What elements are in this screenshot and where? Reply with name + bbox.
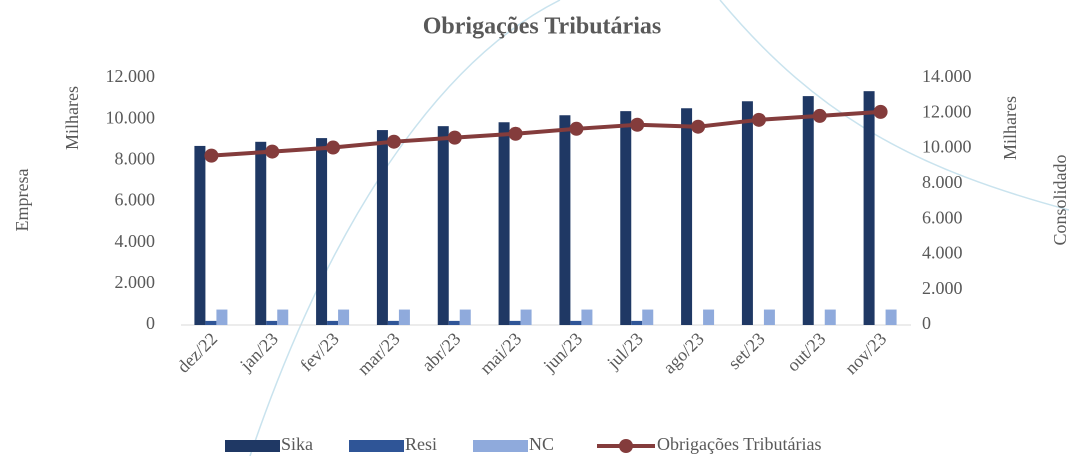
line-marker [386,134,401,149]
x-tick-label: mar/23 [353,329,403,379]
y-tick-label: 2.000 [115,272,156,292]
y2-tick-label: 10.000 [922,137,972,157]
decoration [249,0,561,456]
bar [509,320,521,325]
y-axis-unit: Milhares [62,86,82,150]
bar [620,111,632,326]
y2-tick-label: 8.000 [922,172,963,192]
x-tick-label: ago/23 [659,329,708,378]
line-marker [569,121,584,136]
y2-axis-unit: Milhares [1000,96,1020,160]
bar [885,309,897,325]
line-marker [508,126,523,141]
bar [205,320,217,325]
bar [581,309,593,325]
line-marker [265,144,280,159]
bar [520,309,532,325]
bar [802,96,814,325]
line-marker [691,119,706,134]
bar [631,320,643,325]
bar [681,108,693,325]
bar [570,320,582,325]
y-axis-title: Empresa [12,169,32,232]
y2-tick-label: 0 [922,313,931,333]
line [211,109,881,158]
bar [277,309,289,325]
y-tick-label: 0 [146,313,155,333]
x-tick-label: fev/23 [296,329,343,376]
bar [437,126,449,325]
line-marker [812,108,827,123]
y-tick-label: 10.000 [106,107,156,127]
bar [741,101,753,326]
bar [316,138,328,325]
bar [459,309,471,325]
legend-label: Sika [281,434,313,454]
line-marker [873,104,888,119]
bar [387,320,399,325]
x-tick-label: abr/23 [418,329,465,376]
x-tick-label: dez/22 [173,329,221,377]
legend-swatch [619,439,633,453]
decoration [719,0,1069,211]
x-tick-label: jul/23 [602,329,647,374]
y2-tick-label: 14.000 [922,66,972,86]
bar [376,130,388,325]
y2-tick-label: 12.000 [922,101,972,121]
bar [255,141,267,325]
y-tick-label: 8.000 [115,148,156,168]
bar [642,309,654,325]
y-tick-label: 6.000 [115,190,156,210]
legend-label: NC [529,434,554,454]
bar [498,122,510,325]
legend-swatch [349,440,404,452]
bar [266,320,278,325]
line-marker [751,112,766,127]
bar [448,320,460,325]
y2-tick-label: 2.000 [922,278,963,298]
y-tick-label: 4.000 [115,231,156,251]
x-tick-label: jun/23 [539,329,586,376]
line-marker [447,130,462,145]
bar [703,309,715,325]
legend-swatch [225,440,280,452]
legend-label: Obrigações Tributárias [657,434,821,454]
bar [216,309,228,325]
line-marker [204,148,219,163]
y2-tick-label: 4.000 [922,243,963,263]
bar [194,145,206,325]
x-tick-label: nov/23 [841,329,891,379]
legend-swatch [473,440,528,452]
legend-label: Resi [405,434,437,454]
line-marker [630,117,645,132]
bar [327,320,339,325]
y-tick-label: 12.000 [106,66,156,86]
bar [338,309,350,325]
x-tick-label: set/23 [724,329,769,374]
y2-axis-title: Consolidado [1050,154,1069,245]
x-tick-label: mai/23 [476,329,525,378]
bar [559,115,571,326]
line-marker [326,140,341,155]
bar [398,309,410,325]
bar [863,91,875,325]
x-tick-label: out/23 [783,329,830,376]
bar [824,309,836,325]
y2-tick-label: 6.000 [922,207,963,227]
chart-title: Obrigações Tributárias [423,14,661,40]
x-tick-label: jan/23 [235,329,282,376]
bar [763,309,775,325]
